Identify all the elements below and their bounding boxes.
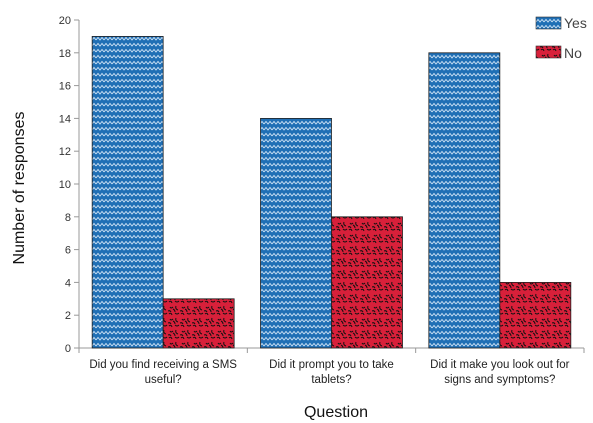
plot-area: 0 2 4 6 8 10 12 14 16 18 20 Did you find receiving …	[59, 15, 585, 386]
legend: Yes No	[535, 15, 587, 61]
x-category-label: useful?	[145, 374, 182, 386]
y-tick-label: 10	[59, 179, 71, 191]
y-tick-label: 14	[59, 113, 71, 125]
bar-yes	[91, 36, 164, 349]
legend-swatch-no	[535, 45, 562, 59]
legend-swatch-yes	[535, 16, 562, 30]
y-tick-label: 0	[65, 343, 71, 355]
x-axis-title: Question	[304, 404, 368, 421]
x-category-label: Did it make you look out for	[430, 359, 570, 371]
legend-label-no: No	[564, 45, 582, 61]
y-tick-label: 8	[65, 212, 71, 224]
legend-label-yes: Yes	[564, 15, 587, 31]
y-tick-label: 18	[59, 48, 71, 60]
bar-no	[331, 216, 403, 349]
legend-item-no: No	[535, 45, 582, 61]
y-tick-label: 4	[65, 277, 71, 289]
y-tick-label: 16	[59, 81, 71, 93]
bar-no	[499, 281, 572, 349]
x-category-label: Did you find receiving a SMS	[89, 359, 237, 371]
y-axis-title: Number of responses	[11, 112, 28, 265]
y-tick-label: 6	[65, 245, 71, 257]
legend-item-yes: Yes	[535, 15, 587, 31]
x-category-label: tablets?	[311, 374, 351, 386]
bar-no	[162, 298, 235, 349]
bar-yes	[260, 118, 332, 349]
bar-yes	[428, 52, 501, 349]
y-tick-label: 20	[59, 15, 71, 27]
y-tick-label: 12	[59, 146, 71, 158]
y-tick-label: 2	[65, 310, 71, 322]
x-category-label: Did it prompt you to take	[269, 359, 394, 371]
x-category-label: signs and symptoms?	[444, 374, 555, 386]
